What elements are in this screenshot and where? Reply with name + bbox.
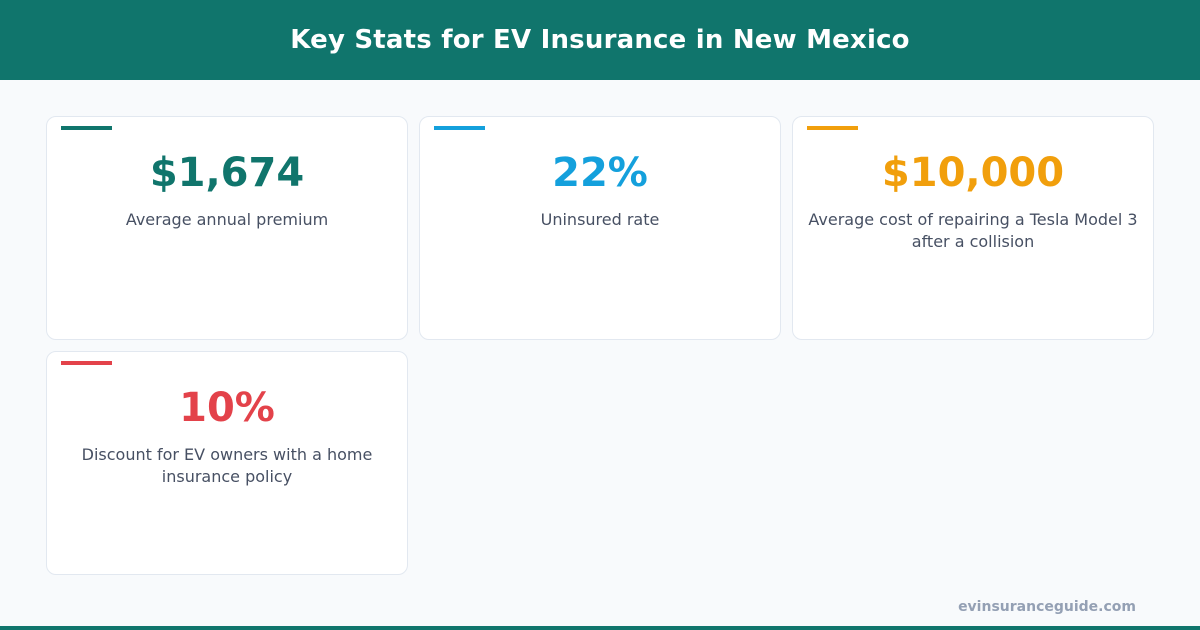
stat-card-repair-cost: $10,000 Average cost of repairing a Tesl… (792, 116, 1154, 340)
site-url: evinsuranceguide.com (958, 599, 1136, 615)
accent-bar (434, 126, 485, 130)
stat-label: Average annual premium (125, 210, 329, 229)
stat-card-premium: $1,674 Average annual premium (46, 116, 408, 340)
stat-value: 22% (552, 150, 648, 196)
footer-bar (0, 626, 1200, 630)
stat-value: $1,674 (149, 150, 305, 196)
stat-label: Discount for EV owners with a home insur… (81, 445, 373, 486)
page-title: Key Stats for EV Insurance in New Mexico (290, 25, 910, 55)
header: Key Stats for EV Insurance in New Mexico (0, 0, 1200, 80)
stat-card-discount: 10% Discount for EV owners with a home i… (46, 351, 408, 575)
stat-value: $10,000 (881, 150, 1065, 196)
accent-bar (61, 126, 112, 130)
stat-value: 10% (179, 385, 275, 431)
accent-bar (807, 126, 858, 130)
stat-label: Average cost of repairing a Tesla Model … (808, 210, 1138, 251)
stat-label: Uninsured rate (540, 210, 660, 229)
stat-card-uninsured: 22% Uninsured rate (419, 116, 781, 340)
accent-bar (61, 361, 112, 365)
